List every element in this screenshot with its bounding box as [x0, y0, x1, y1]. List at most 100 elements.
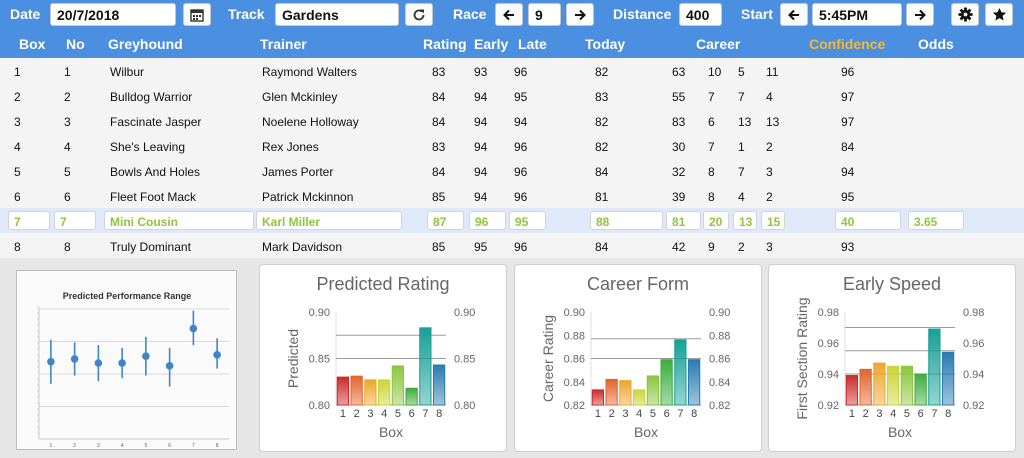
cell-career-thirds[interactable]: 15 — [761, 211, 785, 230]
cell-greyhound[interactable]: Mini Cousin — [104, 211, 254, 230]
header-greyhound[interactable]: Greyhound — [108, 36, 183, 52]
cell-career-starts: 55 — [672, 90, 686, 104]
career-bar — [660, 359, 673, 406]
settings-button[interactable] — [951, 3, 979, 26]
favorite-button[interactable] — [985, 3, 1013, 26]
arrow-left-icon — [503, 9, 514, 20]
cell-late[interactable]: 95 — [509, 211, 546, 230]
cell-early: 94 — [474, 90, 488, 104]
cell-box: 1 — [14, 65, 21, 79]
header-box[interactable]: Box — [19, 36, 46, 52]
rating-x-tick: 6 — [409, 408, 415, 420]
cell-today[interactable]: 88 — [590, 211, 663, 230]
cell-career-seconds: 5 — [738, 65, 745, 79]
career-x-tick: 1 — [595, 408, 601, 420]
cell-career-thirds: 2 — [766, 190, 773, 204]
cell-no: 2 — [64, 90, 71, 104]
cell-late: 96 — [514, 65, 528, 79]
header-career[interactable]: Career — [696, 36, 741, 52]
cell-trainer[interactable]: Karl Miller — [256, 211, 402, 230]
rating-y-label: Predicted — [285, 329, 301, 388]
header-confidence[interactable]: Confidence — [809, 36, 886, 52]
cell-odds[interactable]: 3.65 — [908, 211, 964, 230]
cell-career-thirds: 4 — [766, 90, 773, 104]
cell-rating[interactable]: 87 — [427, 211, 464, 230]
header-early[interactable]: Early — [474, 36, 509, 52]
header-trainer[interactable]: Trainer — [260, 36, 307, 52]
header-no[interactable]: No — [66, 36, 85, 52]
start-prev-button[interactable] — [780, 3, 808, 26]
cell-greyhound: Fleet Foot Mack — [110, 190, 197, 204]
cell-career-starts[interactable]: 81 — [666, 211, 701, 230]
charts-area: Predicted Performance Range 1 2 3 4 5 6 7 8 Pred… — [0, 258, 1024, 458]
cell-confidence: 97 — [841, 115, 855, 129]
speed-chart-panel: Early Speed 1 2 3 4 5 6 7 8 0.92 0.92 0.94 0.94 0.96… — [768, 264, 1016, 452]
rating-bar — [405, 387, 418, 406]
refresh-button[interactable] — [405, 3, 433, 26]
header-today[interactable]: Today — [585, 36, 626, 52]
cell-box[interactable]: 7 — [8, 211, 50, 230]
race-field[interactable]: 9 — [528, 3, 561, 26]
distance-field[interactable]: 400 — [679, 3, 722, 26]
cell-career-wins[interactable]: 20 — [703, 211, 729, 230]
table-row[interactable]: 3 3 Fascinate Jasper Noelene Holloway 84 94 94… — [0, 108, 1024, 133]
range-x-tick: 1 — [49, 443, 52, 449]
top-toolbar: Date 20/7/2018 Track Gardens Race 9 Dist… — [0, 0, 1024, 30]
race-prev-button[interactable] — [495, 3, 523, 26]
start-time-field[interactable]: 5:45PM — [812, 3, 902, 26]
header-odds[interactable]: Odds — [918, 36, 954, 52]
track-field[interactable]: Gardens — [275, 3, 399, 26]
header-late[interactable]: Late — [518, 36, 547, 52]
cell-confidence: 93 — [841, 240, 855, 254]
table-row[interactable]: 4 4 She's Leaving Rex Jones 83 94 96 82 30 7 1 2 84 — [0, 133, 1024, 158]
race-next-button[interactable] — [566, 3, 594, 26]
cell-no[interactable]: 7 — [54, 211, 96, 230]
rating-bar — [364, 379, 377, 406]
date-field[interactable]: 20/7/2018 — [50, 3, 176, 26]
table-row[interactable]: 5 5 Bowls And Holes James Porter 84 94 96 84 32 8… — [0, 158, 1024, 183]
table-row[interactable]: 8 8 Truly Dominant Mark Davidson 85 95 96 84 42 9… — [0, 233, 1024, 258]
range-chart-panel: Predicted Performance Range 1 2 3 4 5 6 7 8 — [16, 270, 237, 450]
cell-confidence[interactable]: 40 — [835, 211, 901, 230]
header-rating[interactable]: Rating — [423, 36, 467, 52]
table-row[interactable]: 1 1 Wilbur Raymond Walters 83 93 96 82 63 10 5 11 96 — [0, 58, 1024, 83]
cell-trainer: Raymond Walters — [262, 65, 357, 79]
cell-confidence: 97 — [841, 90, 855, 104]
cell-confidence: 95 — [841, 190, 855, 204]
speed-x-tick: 8 — [945, 408, 951, 420]
range-point — [213, 351, 221, 359]
speed-y2-tick: 0.98 — [963, 307, 984, 319]
rating-bar — [336, 376, 350, 406]
table-row[interactable]: 2 2 Bulldog Warrior Glen Mckinley 84 94 95 83 55… — [0, 83, 1024, 108]
career-bar — [687, 359, 701, 406]
cell-career-starts: 32 — [672, 165, 686, 179]
cell-early: 93 — [474, 65, 488, 79]
career-x-tick: 4 — [636, 408, 642, 420]
cell-career-wins: 9 — [708, 240, 715, 254]
cell-career-thirds: 3 — [766, 165, 773, 179]
cell-career-seconds[interactable]: 13 — [733, 211, 757, 230]
runner-table: 1 1 Wilbur Raymond Walters 83 93 96 82 63 10 5 11 96… — [0, 58, 1024, 258]
rating-x-tick: 3 — [367, 408, 373, 420]
career-y-tick: 0.82 — [564, 400, 585, 412]
table-row[interactable]: 7 7 Mini Cousin Karl Miller 87 96 95 88 81 20 13 15… — [0, 208, 1024, 233]
speed-chart: 1 2 3 4 5 6 7 8 0.92 0.92 0.94 0.94 0.96 0.96 0.98 0.98… — [794, 297, 984, 440]
start-next-button[interactable] — [906, 3, 934, 26]
cell-today: 81 — [595, 190, 609, 204]
cell-career-thirds: 2 — [766, 140, 773, 154]
arrow-left-icon — [788, 9, 799, 20]
rating-bar — [432, 364, 446, 406]
cell-career-wins: 8 — [708, 190, 715, 204]
cell-early[interactable]: 96 — [469, 211, 506, 230]
table-row[interactable]: 6 6 Fleet Foot Mack Patrick Mckinnon 85 94 96 8… — [0, 183, 1024, 208]
career-bar — [674, 339, 687, 406]
career-x-tick: 3 — [622, 408, 628, 420]
rating-x-tick: 1 — [340, 408, 346, 420]
range-point — [165, 362, 174, 370]
speed-bar — [900, 365, 914, 406]
calendar-button[interactable] — [183, 3, 211, 26]
career-chart-title: Career Form — [586, 274, 689, 294]
career-y-tick: 0.90 — [564, 307, 585, 319]
cell-box: 6 — [14, 190, 21, 204]
rating-y2-tick: 0.85 — [454, 354, 475, 366]
